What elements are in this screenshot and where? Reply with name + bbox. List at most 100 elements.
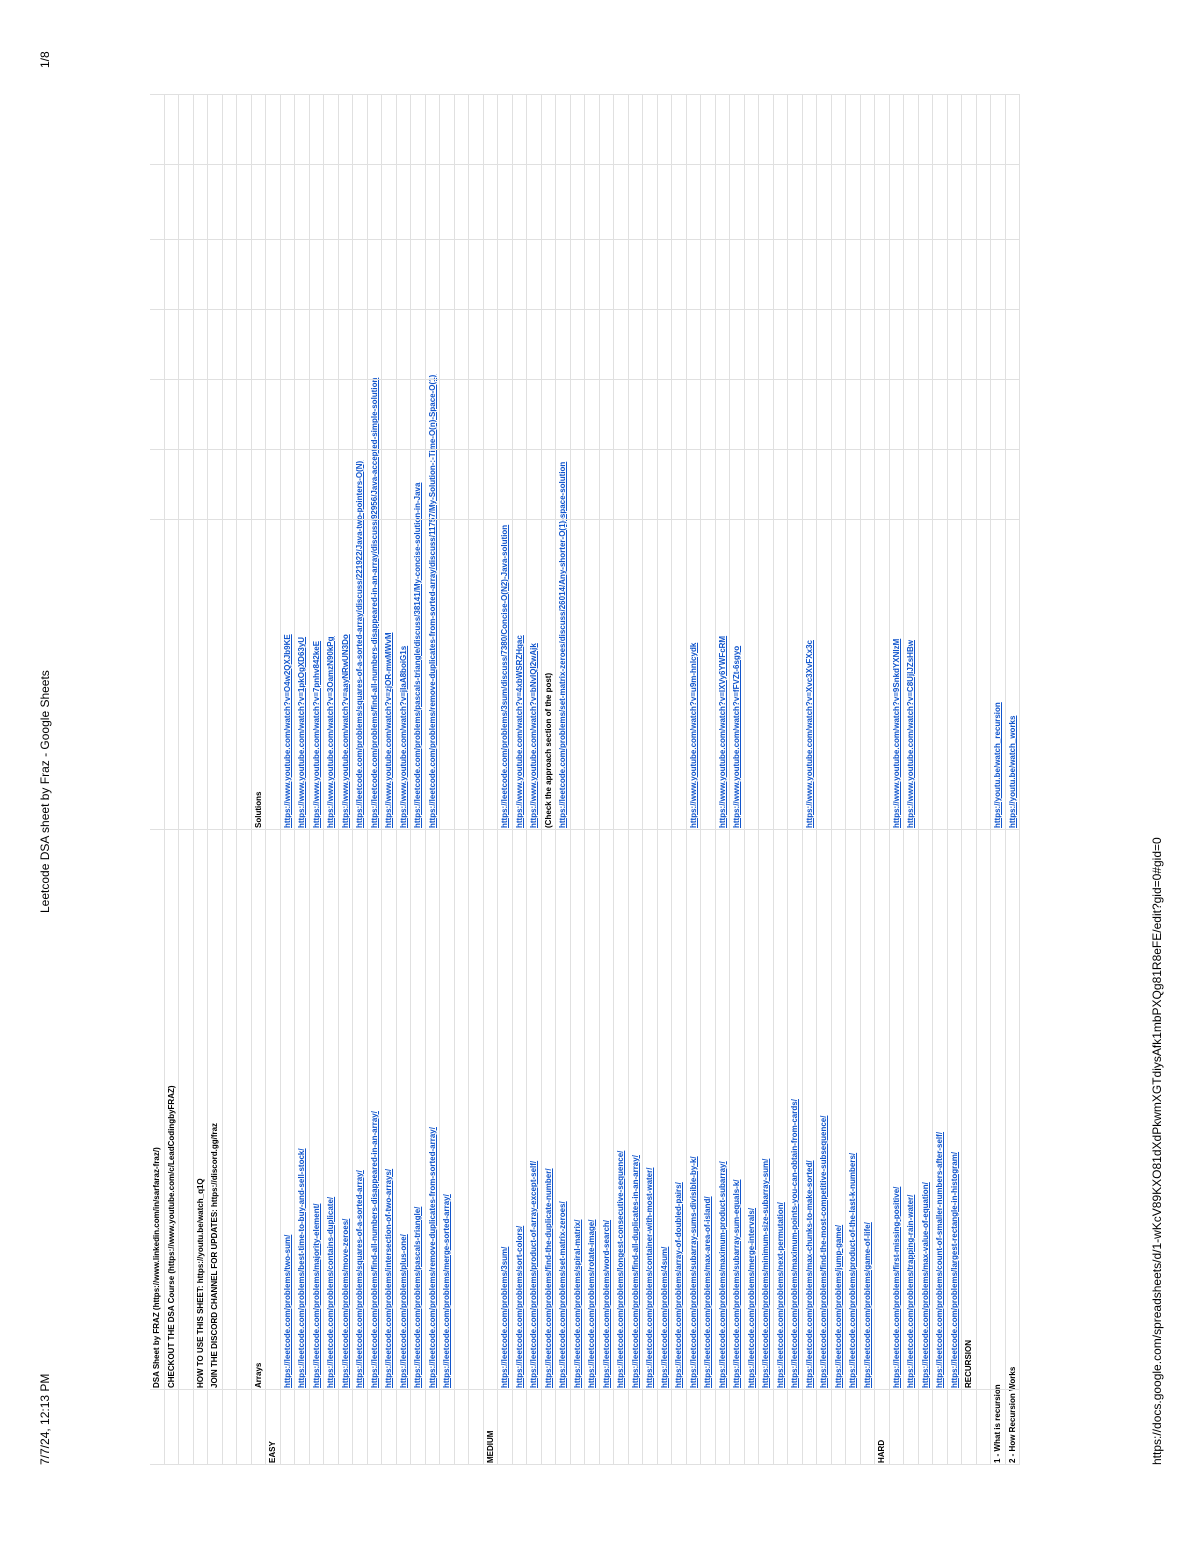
sheet-row: https://leetcode.com/problems/find-all-d… — [628, 95, 643, 1465]
cell-link[interactable]: https://leetcode.com/problems/merge-sort… — [442, 1194, 451, 1388]
cell-link[interactable]: https://leetcode.com/problems/find-all-n… — [369, 377, 379, 828]
cell-link[interactable]: https://leetcode.com/problems/next-permu… — [775, 1202, 785, 1388]
cell-link[interactable]: https://leetcode.com/problems/subarray-s… — [732, 1179, 741, 1389]
cell-link[interactable]: https://www.youtube.com/watch?v=O4w2QXJb… — [282, 634, 292, 828]
sheet-row: https://leetcode.com/problems/contains-d… — [324, 95, 339, 1465]
sheet-row: 2 - How Recursion Works https://youtu.be/… — [1005, 95, 1020, 1465]
sheet-row: https://leetcode.com/problems/longest-co… — [614, 95, 629, 1465]
cell-link[interactable]: https://leetcode.com/problems/best-time-… — [297, 1148, 306, 1388]
cell-link[interactable]: https://leetcode.com/problems/squares-of… — [355, 1170, 364, 1388]
cell-link[interactable]: https://leetcode.com/problems/contains-d… — [326, 1196, 335, 1388]
cell-link[interactable]: https://youtu.be/watch_recursion — [993, 702, 1002, 828]
cell-link[interactable]: https://leetcode.com/problems/maximum-pr… — [717, 1161, 727, 1388]
cell-link[interactable]: https://www.youtube.com/watch?v=jIaA8boi… — [398, 645, 408, 828]
cell-link[interactable]: https://leetcode.com/problems/3sum/discu… — [500, 524, 509, 828]
cell-link[interactable]: https://leetcode.com/problems/pascals-tr… — [413, 1206, 422, 1388]
cell-link[interactable]: https://www.youtube.com/watch?v=zjOR-mwM… — [384, 632, 393, 829]
cell-link[interactable]: https://leetcode.com/problems/find-all-n… — [369, 1111, 379, 1388]
cell-link[interactable]: https://leetcode.com/problems/first-miss… — [891, 1186, 901, 1388]
cell-link[interactable]: https://leetcode.com/problems/plus-one/ — [398, 1234, 408, 1388]
cell-link[interactable]: https://leetcode.com/problems/product-of… — [848, 1152, 857, 1388]
cell-link[interactable]: https://leetcode.com/problems/3sum/ — [500, 1246, 509, 1388]
cell-link[interactable]: https://leetcode.com/problems/squares-of… — [355, 460, 364, 828]
cell-link[interactable]: https://www.youtube.com/watch?v=C8UjlJZs… — [906, 640, 915, 828]
sheet-row — [469, 95, 484, 1465]
cell-link[interactable]: https://leetcode.com/problems/minimum-si… — [761, 1158, 770, 1388]
sheet-row: https://leetcode.com/problems/find-the-d… — [541, 95, 556, 1465]
cell-link[interactable]: https://www.youtube.com/watch?v=4xbWSRZH… — [514, 635, 524, 828]
column-line — [150, 1464, 1020, 1465]
cell-link[interactable]: https://www.youtube.com/watch?v=3OamzN90… — [326, 636, 335, 828]
cell-text: MEDIUM — [485, 1430, 495, 1463]
sheet-row: https://leetcode.com/problems/subarray-s… — [730, 95, 745, 1465]
column-line — [150, 164, 1020, 165]
sheet-row: https://leetcode.com/problems/max-chunks… — [802, 95, 817, 1465]
cell-link[interactable]: https://www.youtube.com/watch?v=u9m-hnlc… — [688, 642, 698, 828]
cell-link[interactable]: https://leetcode.com/problems/product-of… — [529, 1160, 538, 1388]
cell-link[interactable]: https://leetcode.com/problems/subarray-s… — [688, 1156, 698, 1388]
sheet-row: https://leetcode.com/problems/product-of… — [846, 95, 861, 1465]
cell-link[interactable]: https://leetcode.com/problems/rotate-ima… — [587, 1219, 596, 1388]
sheet-row: https://leetcode.com/problems/jump-game/ — [831, 95, 846, 1465]
cell-link[interactable]: https://leetcode.com/problems/remove-dup… — [427, 1127, 437, 1388]
cell-link[interactable]: https://leetcode.com/problems/max-area-o… — [703, 1196, 712, 1388]
sheet-row — [179, 95, 194, 1465]
cell-link[interactable]: https://leetcode.com/problems/majority-e… — [311, 1203, 321, 1388]
cell-link[interactable]: https://www.youtube.com/watch?v=Xvc3XvFX… — [804, 640, 814, 828]
cell-link[interactable]: https://leetcode.com/problems/move-zeroe… — [340, 1218, 350, 1388]
sheet-row: https://leetcode.com/problems/max-area-o… — [701, 95, 716, 1465]
cell-link[interactable]: https://leetcode.com/problems/two-sum/ — [282, 1234, 292, 1388]
column-line — [150, 519, 1020, 520]
sheet-row: https://leetcode.com/problems/squares-of… — [353, 95, 368, 1465]
sheet-row: DSA Sheet by FRAZ (https://www.linkedin.… — [150, 95, 165, 1465]
cell-link[interactable]: https://leetcode.com/problems/find-the-m… — [819, 1115, 828, 1388]
cell-link[interactable]: https://leetcode.com/problems/largest-re… — [949, 1151, 959, 1388]
cell-link[interactable]: https://leetcode.com/problems/intersecti… — [384, 1168, 393, 1388]
sheet-row: CHECKOUT THE DSA Course (https://www.you… — [164, 95, 179, 1465]
cell-link[interactable]: https://leetcode.com/problems/maximum-po… — [790, 1099, 799, 1388]
cell-link[interactable]: https://leetcode.com/problems/pascals-tr… — [413, 482, 422, 828]
cell-link[interactable]: https://leetcode.com/problems/spiral-mat… — [572, 1219, 582, 1388]
cell-link[interactable]: https://www.youtube.com/watch?v=bNvIQI2w… — [529, 643, 538, 828]
cell-link[interactable]: https://leetcode.com/problems/word-searc… — [601, 1219, 611, 1388]
sheet-row: https://leetcode.com/problems/count-of-s… — [933, 95, 948, 1465]
sheet-row: https://leetcode.com/problems/remove-dup… — [425, 95, 440, 1465]
column-line — [150, 94, 1020, 95]
cell-link[interactable]: https://leetcode.com/problems/4sum/ — [659, 1246, 669, 1388]
cell-link[interactable]: https://leetcode.com/problems/merge-inte… — [746, 1207, 756, 1388]
cell-link[interactable]: https://leetcode.com/problems/jump-game/ — [833, 1224, 843, 1388]
cell-link[interactable]: https://leetcode.com/problems/longest-co… — [616, 1150, 625, 1388]
cell-link[interactable]: https://leetcode.com/problems/sort-color… — [514, 1225, 524, 1388]
sheet-row: https://leetcode.com/problems/minimum-si… — [759, 95, 774, 1465]
cell-link[interactable]: https://youtu.be/watch_works — [1007, 715, 1017, 828]
sheet-row: https://leetcode.com/problems/two-sum/ht… — [280, 95, 295, 1465]
cell-link[interactable]: https://www.youtube.com/watch?v=1pkOgXD6… — [297, 636, 306, 828]
cell-text: CHECKOUT THE DSA Course (https://www.you… — [166, 1085, 176, 1388]
cell-link[interactable]: https://www.youtube.com/watch?v=lXVy6YWF… — [717, 635, 727, 828]
cell-link[interactable]: https://leetcode.com/problems/array-of-d… — [674, 1182, 683, 1388]
cell-link[interactable]: https://leetcode.com/problems/max-value-… — [920, 1182, 930, 1388]
column-line — [150, 379, 1020, 380]
sheet-row: https://leetcode.com/problems/first-miss… — [889, 95, 904, 1465]
cell-link[interactable]: https://www.youtube.com/watch?v=9SnkdYXN… — [891, 638, 901, 828]
cell-link[interactable]: https://leetcode.com/problems/max-chunks… — [804, 1160, 814, 1388]
cell-link[interactable]: https://leetcode.com/problems/set-matrix… — [558, 1201, 567, 1388]
sheet-row — [237, 95, 252, 1465]
sheet-row: https://leetcode.com/problems/sort-color… — [512, 95, 527, 1465]
cell-link[interactable]: https://leetcode.com/problems/find-the-d… — [543, 1168, 553, 1388]
sheet-row: https://leetcode.com/problems/array-of-d… — [672, 95, 687, 1465]
cell-link[interactable]: https://www.youtube.com/watch?v=7pnhv842… — [311, 640, 321, 828]
cell-link[interactable]: https://leetcode.com/problems/set-matrix… — [558, 461, 567, 828]
cell-link[interactable]: https://leetcode.com/problems/remove-dup… — [427, 374, 437, 828]
cell-link[interactable]: https://www.youtube.com/watch?v=fFVZt-6s… — [732, 645, 741, 828]
cell-link[interactable]: https://leetcode.com/problems/game-of-li… — [862, 1222, 872, 1388]
cell-link[interactable]: https://leetcode.com/problems/find-all-d… — [630, 1155, 640, 1388]
cell-link[interactable]: https://leetcode.com/problems/container-… — [645, 1167, 654, 1388]
cell-text: HARD — [877, 1439, 886, 1463]
cell-text: HOW TO USE THIS SHEET: https://youtu.be/… — [195, 1178, 205, 1388]
cell-link[interactable]: https://leetcode.com/problems/trapping-r… — [906, 1194, 915, 1388]
cell-link[interactable]: https://leetcode.com/problems/count-of-s… — [935, 1131, 944, 1388]
cell-link[interactable]: https://www.youtube.com/watch?v=aayNRwUN… — [340, 634, 350, 828]
sheet-row: https://leetcode.com/problems/move-zeroe… — [338, 95, 353, 1465]
